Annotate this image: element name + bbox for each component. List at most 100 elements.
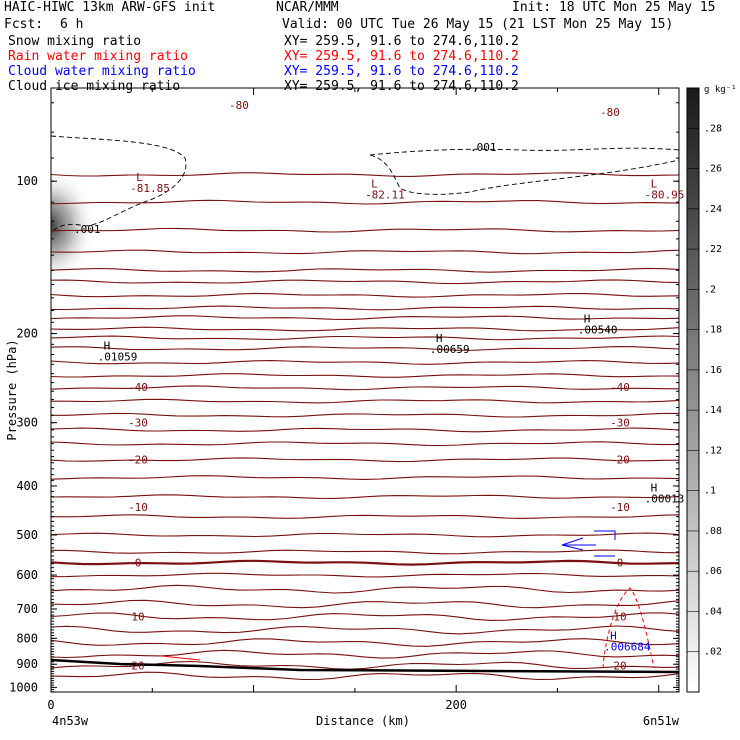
colorbar-tick-label: .08 (704, 526, 722, 537)
temperature-contour (51, 599, 679, 609)
extremum-value: -80.95 (645, 189, 685, 202)
extremum-value: .00013 (645, 492, 685, 505)
temperature-contour (51, 346, 679, 351)
extremum-marker: H (651, 481, 658, 494)
temperature-contour (51, 227, 679, 233)
temperature-contour (51, 398, 679, 404)
y-tick-label: 500 (16, 528, 38, 542)
rain-contour (602, 587, 655, 669)
valid-time: Valid: 00 UTC Tue 26 May 15 (21 LST Mon … (282, 17, 674, 32)
y-tick-label: 800 (16, 631, 38, 645)
temperature-contour (51, 305, 679, 311)
extremum-marker: L (651, 178, 658, 191)
contour-label: -80 (229, 99, 249, 112)
contour-label: -40 (610, 381, 630, 394)
title-left: HAIC-HIWC 13km ARW-GFS init (4, 0, 216, 15)
colorbar-tick-label: .1 (704, 486, 716, 497)
title-center: NCAR/MMM (276, 0, 339, 15)
extremum-value: -81.85 (130, 182, 170, 195)
extremum-marker: H (584, 312, 591, 325)
field-xy-rain: XY= 259.5, 91.6 to 274.6,110.2 (284, 49, 519, 64)
cloud-water-contour (561, 530, 616, 557)
contour-label: -80 (600, 106, 620, 119)
extremum-marker: H (104, 339, 111, 352)
init-time: Init: 18 UTC Mon 25 May 15 (512, 0, 716, 15)
ice-contour (51, 135, 187, 233)
field-name-rain: Rain water mixing ratio (8, 49, 189, 64)
plot-frame (50, 87, 680, 693)
ice-contour-label: .001 (74, 223, 101, 236)
contour-label: -10 (610, 501, 630, 514)
temperature-contour (51, 514, 679, 519)
temperature-contour (51, 441, 679, 447)
y-tick-label: 400 (16, 479, 38, 493)
temperature-contour (51, 457, 679, 463)
y-tick-label: 900 (16, 657, 38, 671)
temperature-contour (51, 427, 679, 433)
temperature-contour (51, 292, 679, 298)
y-tick-label: 100 (16, 174, 38, 188)
colorbar (686, 87, 700, 693)
extremum-marker: L (136, 171, 143, 184)
y-axis-label: Pressure (hPa) (5, 339, 19, 440)
y-tick-label: 600 (16, 568, 38, 582)
x-tick-label: 200 (445, 698, 467, 712)
extremum-value: -82.11 (365, 189, 405, 202)
colorbar-unit: g kg⁻¹ (704, 85, 737, 95)
snow-shading (51, 168, 96, 284)
terrain-line (51, 658, 679, 674)
colorbar-tick-label: .24 (704, 204, 722, 215)
y-tick-label: 1000 (9, 680, 38, 694)
fcst-value: 6 h (60, 17, 84, 32)
field-xy-cloud-ice: XY= 259.5, 91.6 to 274.6,110.2 (284, 79, 519, 94)
field-xy-snow: XY= 259.5, 91.6 to 274.6,110.2 (284, 34, 519, 49)
extremum-value: .00659 (430, 343, 470, 356)
contour-label: 20 (613, 659, 626, 672)
extremum-value: .00540 (578, 323, 618, 336)
colorbar-tick-label: .02 (704, 647, 722, 658)
field-name-cloud-water: Cloud water mixing ratio (8, 64, 196, 79)
colorbar-tick-label: .2 (704, 284, 716, 295)
ice-contour (369, 154, 679, 195)
field-name-cloud-ice: Cloud ice mixing ratio (8, 79, 181, 94)
extremum-marker: H (610, 630, 617, 643)
temperature-contour (51, 412, 679, 418)
colorbar-tick-label: .26 (704, 164, 722, 175)
temperature-contour (51, 279, 679, 285)
x-end-label-right: 6n51w (643, 714, 680, 728)
temperature-contour (51, 199, 679, 205)
extremum-value: .006684 (604, 641, 651, 654)
colorbar-tick-label: .18 (704, 325, 722, 336)
temperature-contour (51, 649, 679, 659)
temperature-contour (51, 494, 679, 499)
temperature-contour (51, 360, 679, 365)
x-axis-label: Distance (km) (316, 714, 410, 728)
fcst-label: Fcst: (4, 17, 44, 32)
colorbar-tick-label: .12 (704, 445, 722, 456)
temperature-contour (51, 559, 679, 566)
y-tick-label: 300 (16, 416, 38, 430)
temperature-contour (51, 385, 679, 391)
rain-contour (161, 655, 201, 661)
ice-contour (369, 147, 679, 156)
contour-label: -20 (128, 454, 148, 467)
contour-label: -20 (610, 454, 630, 467)
colorbar-tick-label: .28 (704, 123, 722, 134)
colorbar-tick-label: .04 (704, 606, 722, 617)
colorbar-tick-label: .22 (704, 244, 722, 255)
y-tick-label: 700 (16, 602, 38, 616)
contour-label: 10 (613, 611, 626, 624)
temperature-contour (51, 172, 679, 177)
temperature-contour (51, 584, 679, 594)
ice-contour-label: .001 (470, 141, 497, 154)
temperature-contour (51, 625, 679, 635)
contour-label: -30 (128, 417, 148, 430)
extremum-value: .01059 (98, 350, 138, 363)
extremum-marker: H (436, 332, 443, 345)
temperature-contour (51, 326, 679, 332)
x-end-label-left: 4n53w (52, 714, 89, 728)
temperature-contour (51, 249, 679, 255)
temperature-contour (51, 475, 679, 480)
contour-label: 0 (617, 557, 624, 570)
